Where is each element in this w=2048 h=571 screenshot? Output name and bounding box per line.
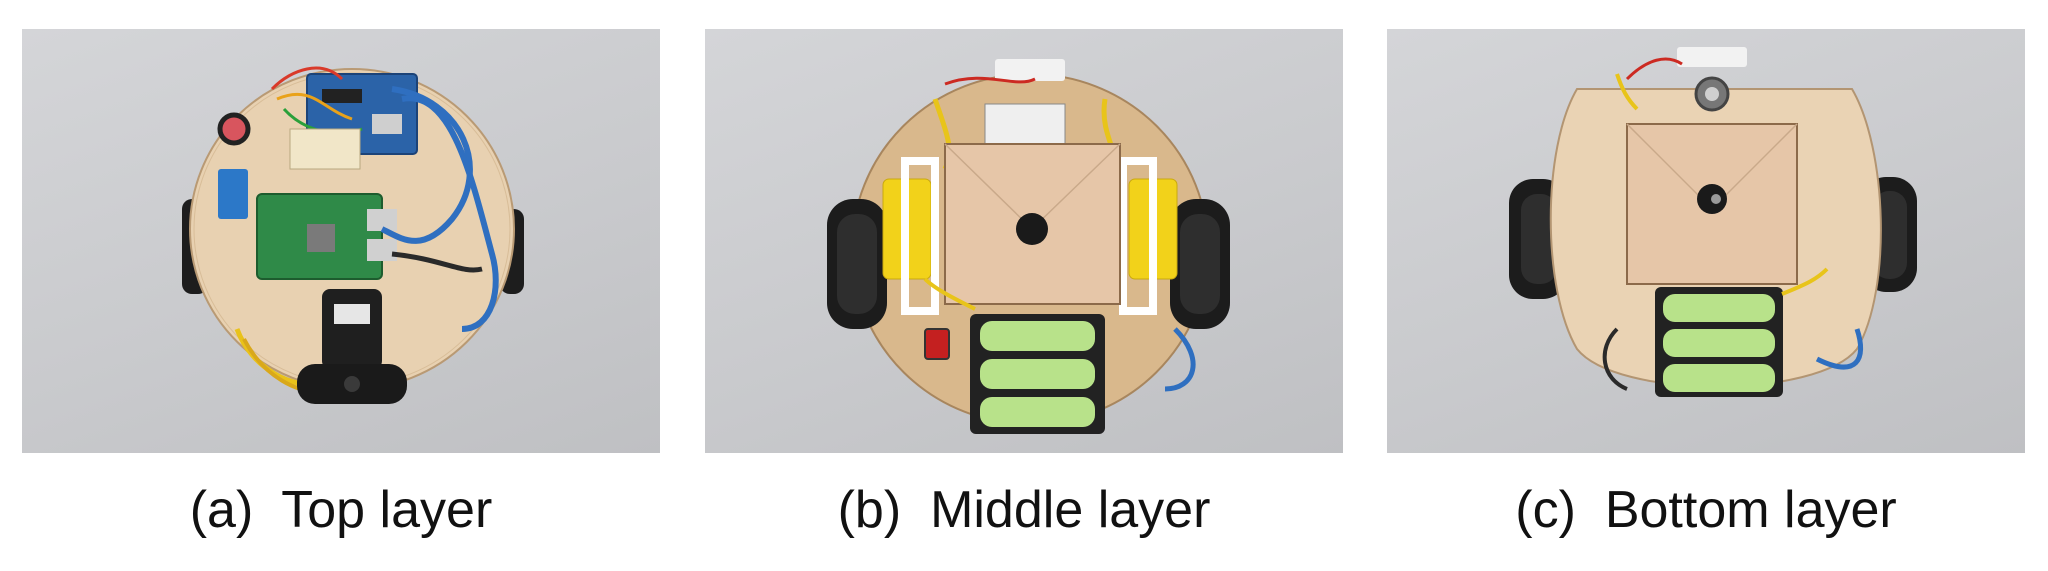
- motor-driver: [984, 103, 1066, 150]
- usb-cable: [380, 86, 473, 244]
- robot-bottom-layer-illustration: [1509, 47, 1917, 397]
- caption-label: (b): [837, 481, 902, 539]
- robot-middle-layer-illustration: [827, 59, 1230, 434]
- robot-top-layer-illustration: [182, 66, 524, 404]
- caption-title: Bottom layer: [1604, 481, 1897, 539]
- power-switch: [924, 328, 950, 360]
- caption-bottom-layer: (c) Bottom layer: [1387, 475, 2025, 545]
- caption-middle-layer: (b) Middle layer: [705, 475, 1343, 545]
- relay-module: [218, 169, 248, 219]
- power-button: [217, 112, 251, 146]
- photo-bottom-layer: [1387, 29, 2025, 453]
- camera-hole: [1016, 213, 1048, 245]
- caption-label: (a): [189, 481, 254, 539]
- photo-middle-layer: [705, 29, 1343, 453]
- caption-title: Middle layer: [930, 481, 1211, 539]
- caption-label: (c): [1515, 481, 1576, 539]
- webcam-stand: [322, 289, 382, 369]
- caption-top-layer: (a) Top layer: [22, 475, 660, 545]
- caption-title: Top layer: [281, 481, 493, 539]
- photo-top-layer: [22, 29, 660, 453]
